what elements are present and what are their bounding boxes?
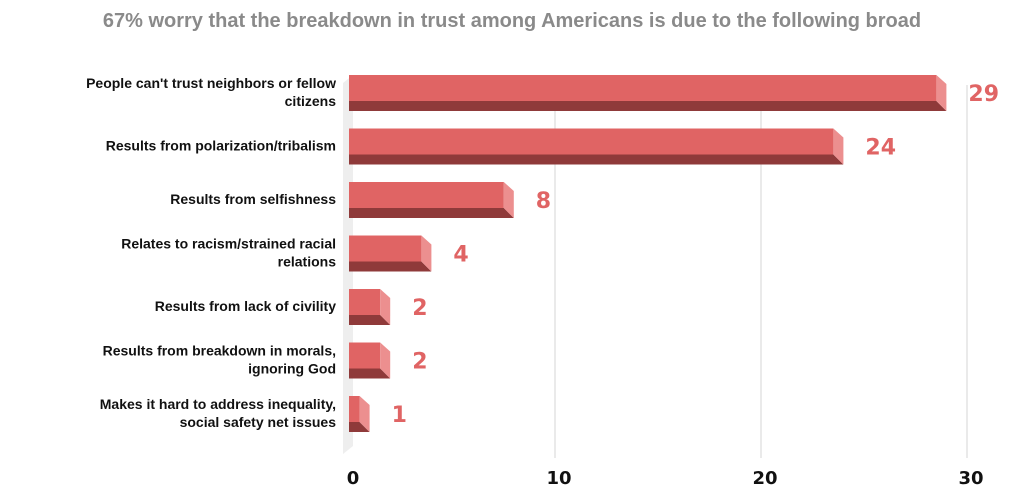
category-label-line: Results from polarization/tribalism [106,138,336,154]
value-labels: 29 24 8 4 2 2 1 [392,82,999,428]
value-label: 24 [865,136,896,161]
value-label: 4 [453,243,468,268]
bar [349,235,422,262]
category-label-line: Results from lack of civility [155,298,336,314]
bar [349,289,381,315]
value-label: 2 [412,296,427,321]
x-tick-label: 0 [347,468,360,489]
bar-side-face [503,182,514,218]
category-label-line: Results from breakdown in morals, [103,343,336,359]
bar [349,182,504,208]
bar-bottom-face [349,261,432,272]
bar-side-face [380,342,391,379]
chart-title: 67% worry that the breakdown in trust am… [102,10,922,32]
bar [349,342,381,369]
bar [349,75,937,101]
x-tick-label: 20 [752,468,777,489]
x-tick-label: 30 [958,468,983,489]
x-tick-label: 10 [546,468,571,489]
bar-bottom-face [349,208,514,218]
bar-side-face [936,75,947,111]
category-label-line: Relates to racism/strained racial [121,236,336,252]
bar-bottom-face [349,368,391,379]
bars [349,75,947,432]
bar-side-face [380,289,391,325]
bar [349,128,834,155]
bar-side-face [833,128,844,165]
bar [349,396,360,422]
bar-bottom-face [349,315,391,325]
category-label: Relates to racism/strained racial relatio… [121,236,336,270]
category-label-line: People can't trust neighbors or fellow [86,75,336,91]
value-label: 8 [536,189,551,214]
value-label: 2 [412,350,427,375]
category-label: Results from breakdown in morals, ignorin… [103,343,336,377]
bar-side-face [359,396,370,432]
bar-bottom-face [349,154,844,165]
bar-bottom-face [349,101,947,111]
category-label: Results from lack of civility [155,298,336,314]
category-label: Makes it hard to address inequality, soci… [100,396,336,430]
category-label-line: citizens [285,93,337,109]
category-label: People can't trust neighbors or fellow ci… [86,75,336,109]
category-label: Results from polarization/tribalism [106,138,336,154]
category-labels: People can't trust neighbors or fellow ci… [86,75,336,430]
category-label-line: ignoring God [248,361,336,377]
bar-bottom-face [349,422,370,432]
category-label-line: Results from selfishness [170,191,336,207]
category-label-line: relations [278,254,337,270]
value-label: 29 [968,82,999,107]
category-label-line: Makes it hard to address inequality, [100,396,336,412]
bar-side-face [421,235,432,272]
value-label: 1 [392,403,407,428]
category-label-line: social safety net issues [180,414,337,430]
category-label: Results from selfishness [170,191,336,207]
x-axis-ticks: 0 10 20 30 [347,468,984,489]
